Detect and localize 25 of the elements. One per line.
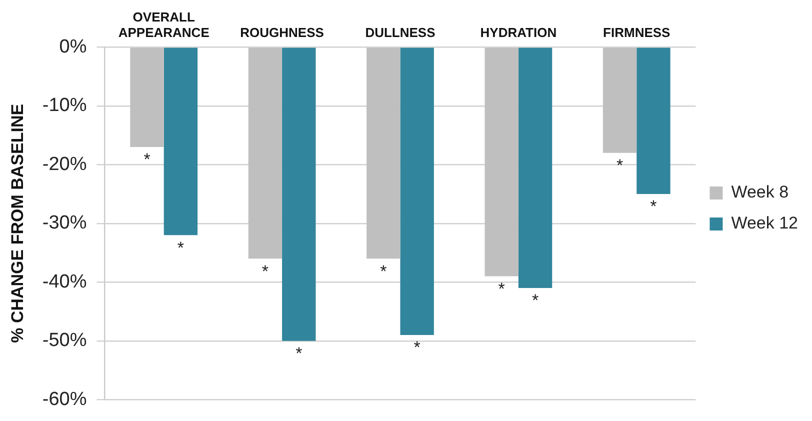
y-tick-label: -20% bbox=[42, 154, 87, 175]
legend-label: Week 8 bbox=[731, 182, 789, 202]
annotation: * bbox=[532, 291, 539, 310]
x-tick-label: DULLNESS bbox=[365, 24, 436, 40]
x-tick-label: ROUGHNESS bbox=[240, 24, 324, 40]
annotation: * bbox=[380, 262, 388, 281]
annotation: * bbox=[177, 238, 184, 258]
annotation: * bbox=[296, 344, 303, 364]
annotation: * bbox=[414, 338, 421, 358]
legend-label: Week 12 bbox=[731, 214, 798, 233]
annotation: * bbox=[650, 197, 658, 216]
annotation: * bbox=[144, 150, 151, 170]
y-tick-label: -50% bbox=[42, 330, 87, 352]
annotation: * bbox=[498, 279, 506, 298]
y-tick-label: -60% bbox=[42, 388, 87, 410]
x-tick-label: OVERALL APPEARANCE bbox=[118, 9, 210, 40]
y-tick-label: -40% bbox=[42, 271, 87, 292]
y-tick-label: -10% bbox=[42, 95, 87, 116]
y-tick-label: 0% bbox=[59, 36, 87, 58]
annotation: * bbox=[262, 262, 269, 281]
annotation: * bbox=[616, 156, 624, 176]
y-axis-title: % CHANGE FROM BASELINE bbox=[8, 104, 27, 343]
x-tick-label: FIRMNESS bbox=[603, 24, 671, 40]
y-tick-label: -30% bbox=[42, 212, 87, 234]
x-tick-label: HYDRATION bbox=[480, 24, 557, 40]
